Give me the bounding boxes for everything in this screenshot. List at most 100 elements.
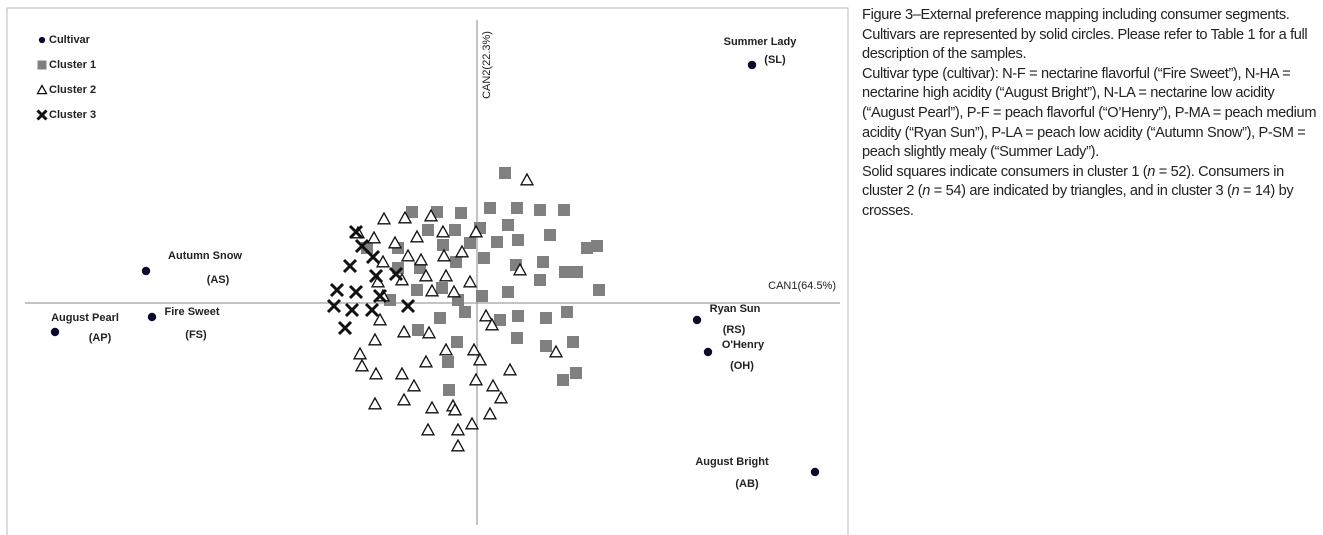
cluster1-point — [476, 290, 488, 302]
cluster2-point — [502, 362, 518, 376]
cluster2-point — [484, 317, 500, 331]
caption-text: = 14) by crosses. — [862, 183, 1294, 219]
caption-text: = 52). Consumers in cluster 2 ( — [862, 163, 1284, 200]
cluster1-point — [451, 336, 463, 348]
y-axis-label: CAN2(22.3%) — [481, 31, 493, 99]
cluster2-point — [366, 230, 382, 244]
cluster1-point — [484, 202, 496, 214]
cluster1-point — [540, 340, 552, 352]
point-abbreviation: (RS) — [723, 324, 746, 336]
legend-label: Cluster 1 — [49, 59, 96, 71]
caption-text: = 54) are indicated by triangles, and in… — [930, 183, 1232, 200]
cluster1-point — [459, 306, 471, 318]
cluster2-point — [418, 354, 434, 368]
cluster1-point — [511, 332, 523, 344]
cluster1-point — [591, 240, 603, 252]
cluster1-point — [422, 224, 434, 236]
cluster1-point — [534, 274, 546, 286]
caption-paragraph: Cultivar type (cultivar): N-F = nectarin… — [862, 65, 1320, 163]
cluster1-point — [571, 266, 583, 278]
point-label: August Pearl — [51, 312, 119, 324]
point-abbreviation: (AS) — [207, 274, 230, 286]
cluster1-point — [581, 242, 593, 254]
cluster2-point — [409, 229, 425, 243]
cluster2-point — [464, 416, 480, 430]
cluster2-point — [397, 210, 413, 224]
cultivar-point — [141, 266, 151, 276]
cluster1-point — [511, 202, 523, 214]
cluster2-point — [396, 324, 412, 338]
caption-text: Cultivar type (cultivar): N-F = nectarin… — [862, 65, 1317, 161]
caption-italic: n — [1231, 183, 1240, 200]
cluster2-point — [423, 208, 439, 222]
cluster2-point — [424, 400, 440, 414]
cluster1-point — [499, 167, 511, 179]
legend-label: Cluster 3 — [49, 109, 96, 121]
legend-label: Cluster 2 — [49, 84, 96, 96]
cluster2-point — [468, 372, 484, 386]
cluster2-point — [450, 438, 466, 452]
cluster1-point — [464, 237, 476, 249]
point-label: O'Henry — [722, 339, 765, 351]
cluster2-point — [372, 312, 388, 326]
cluster3-point — [337, 320, 353, 336]
cluster2-point — [418, 268, 434, 282]
point-abbreviation: (SL) — [764, 54, 786, 66]
cluster1-point — [559, 266, 571, 278]
cluster1-point — [537, 256, 549, 268]
cluster3-point — [388, 266, 404, 282]
point-label: Fire Sweet — [164, 306, 219, 318]
cultivar-point — [703, 347, 713, 357]
point-label: Summer Lady — [724, 36, 798, 48]
caption-text: Cultivars are represented by solid circl… — [862, 26, 1308, 63]
point-abbreviation: (AB) — [735, 478, 759, 490]
cluster2-point — [424, 283, 440, 297]
cultivar-point — [747, 60, 757, 70]
cultivar-point — [692, 315, 702, 325]
cluster2-point — [438, 268, 454, 282]
cultivar-point — [50, 327, 60, 337]
cluster1-point — [412, 324, 424, 336]
cluster2-point — [466, 342, 482, 356]
cluster2-point — [548, 344, 564, 358]
cultivar-point — [147, 312, 157, 322]
cluster3-point — [348, 224, 364, 240]
cluster2-point — [420, 422, 436, 436]
cluster1-point — [406, 206, 418, 218]
cluster2-point — [450, 422, 466, 436]
caption-title: Figure 3–External preference mapping inc… — [862, 7, 1290, 23]
cluster1-point — [512, 234, 524, 246]
cluster2-point — [36, 84, 48, 95]
cluster2-point — [354, 358, 370, 372]
cluster2-point — [413, 252, 429, 266]
cluster1-point — [534, 204, 546, 216]
cluster3-point — [342, 258, 358, 274]
cluster1-point — [491, 236, 503, 248]
cluster2-point — [493, 390, 509, 404]
cluster1-point — [437, 239, 449, 251]
point-abbreviation: (FS) — [185, 329, 207, 341]
cluster1-point — [512, 310, 524, 322]
cluster2-point — [519, 172, 535, 186]
cluster1-point — [37, 60, 47, 70]
cluster1-point — [540, 312, 552, 324]
cluster2-point — [368, 366, 384, 380]
cluster2-point — [387, 235, 403, 249]
cluster3-point — [329, 282, 345, 298]
cluster3-point — [348, 284, 364, 300]
caption-text: Solid squares indicate consumers in clus… — [862, 163, 1148, 180]
cluster2-point — [435, 224, 451, 238]
point-label: August Bright — [695, 456, 769, 468]
caption: Figure 3–External preference mapping inc… — [862, 6, 1320, 222]
point-label: Ryan Sun — [710, 303, 761, 315]
cluster2-point — [421, 325, 437, 339]
cluster3-point — [354, 238, 370, 254]
cluster1-point — [502, 219, 514, 231]
point-abbreviation: (OH) — [730, 360, 754, 372]
cluster2-point — [512, 262, 528, 276]
cluster1-point — [450, 256, 462, 268]
cluster2-point — [396, 392, 412, 406]
cluster1-point — [434, 312, 446, 324]
cluster1-point — [436, 282, 448, 294]
cluster3-point — [364, 302, 380, 318]
